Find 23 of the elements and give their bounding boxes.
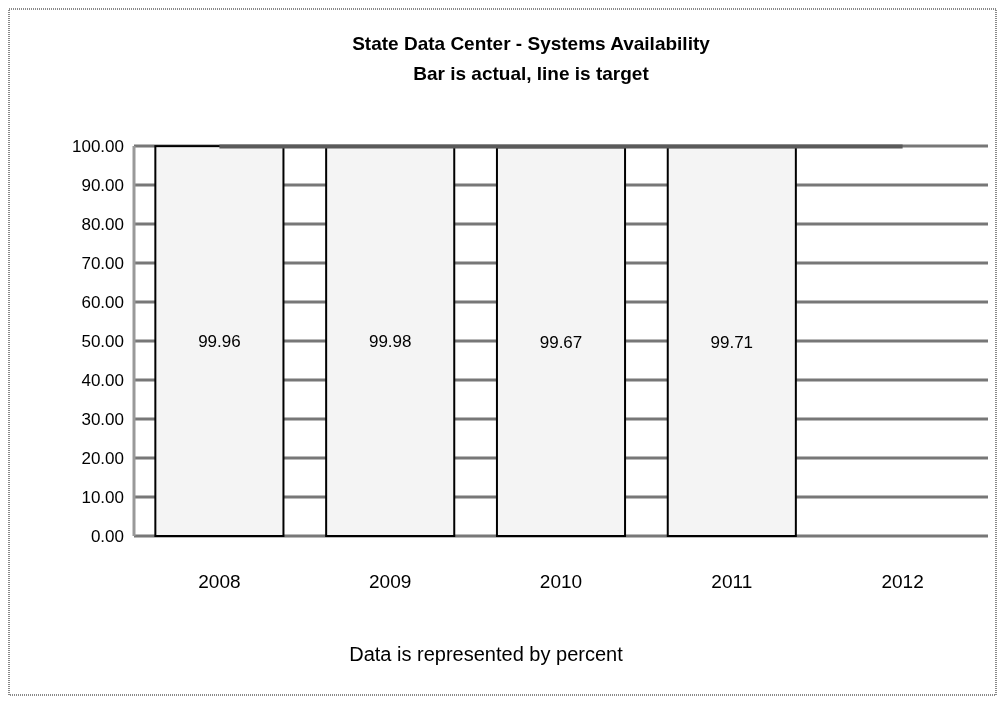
- x-tick-label: 2010: [539, 571, 583, 592]
- x-tick-label: 2008: [198, 571, 241, 592]
- x-axis-title: Data is represented by percent: [349, 643, 624, 665]
- y-tick-label: 10.00: [81, 488, 124, 507]
- y-tick-label: 60.00: [81, 293, 124, 312]
- y-tick-label: 100.00: [72, 137, 124, 156]
- data-label: 99.98: [368, 332, 412, 352]
- data-label: 99.71: [710, 332, 754, 352]
- y-tick-label: 50.00: [81, 332, 124, 351]
- y-tick-label: 80.00: [81, 215, 124, 234]
- x-tick-label: 2012: [881, 571, 924, 592]
- x-tick-label: 2009: [369, 571, 412, 592]
- data-label: 99.96: [198, 332, 241, 352]
- y-tick-label: 20.00: [81, 449, 124, 468]
- data-label: 99.67: [539, 332, 583, 352]
- x-tick-label: 2011: [711, 571, 753, 592]
- y-tick-label: 30.00: [81, 410, 124, 429]
- chart-title: State Data Center - Systems Availability: [352, 33, 711, 54]
- y-tick-label: 0.00: [90, 527, 124, 546]
- y-tick-label: 70.00: [81, 254, 124, 273]
- y-tick-label: 40.00: [81, 371, 124, 390]
- y-tick-label: 90.00: [81, 176, 124, 195]
- chart-subtitle: Bar is actual, line is target: [413, 63, 650, 84]
